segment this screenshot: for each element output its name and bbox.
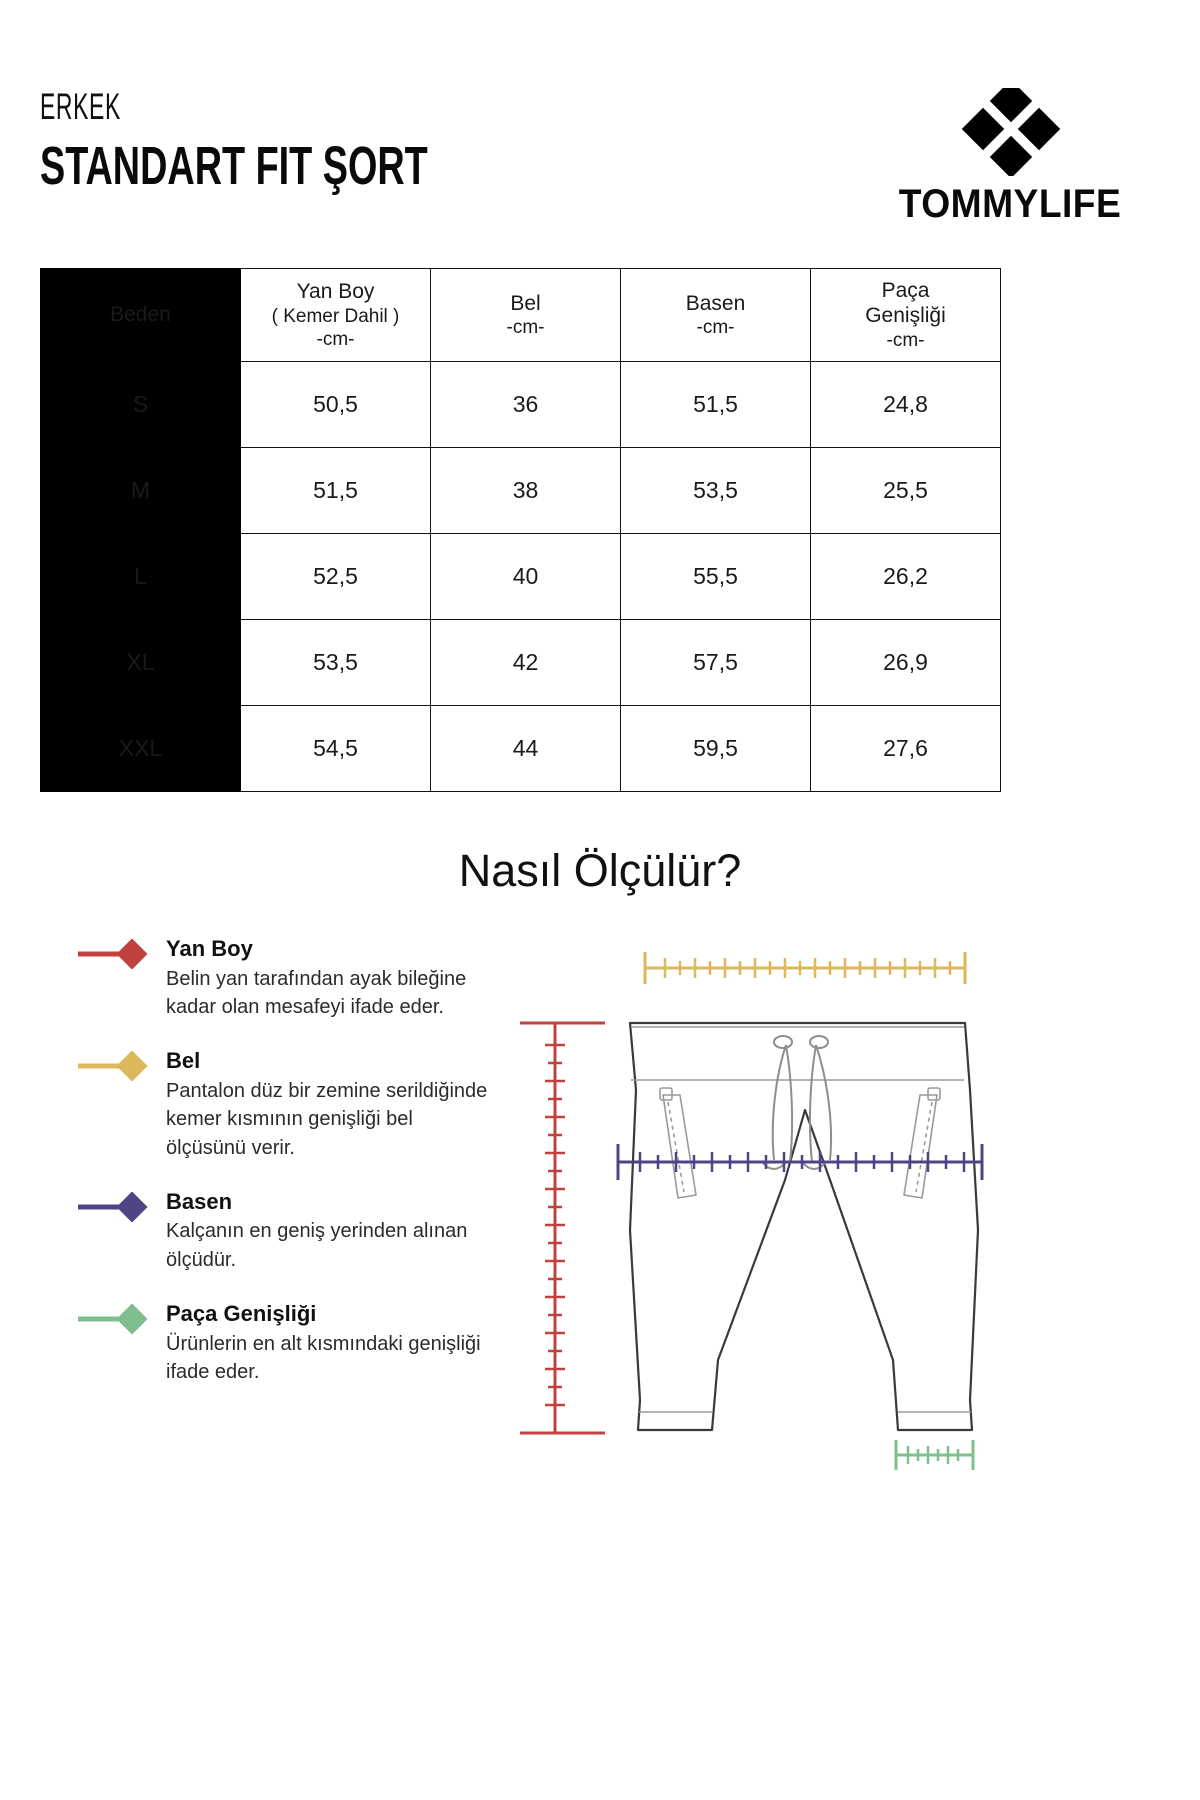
cell-beden: XXL xyxy=(40,705,241,792)
shorts-outline xyxy=(628,1021,980,1432)
how-to-measure-heading: Nasıl Ölçülür? xyxy=(458,845,742,896)
legend-item-basen: Basen Kalçanın en geniş yerinden alınan … xyxy=(75,1188,498,1274)
col-header-yan-boy-sub: ( Kemer Dahil ) xyxy=(271,305,400,327)
cell-bel: 42 xyxy=(430,619,621,706)
col-header-paca-label: Paça xyxy=(881,278,930,302)
cell-beden: XL xyxy=(40,619,241,706)
cell-basen: 53,5 xyxy=(620,447,811,534)
col-header-beden-label: Beden xyxy=(110,303,171,327)
col-header-paca-unit: -cm- xyxy=(886,330,925,352)
col-header-yan-boy-unit: -cm- xyxy=(316,328,355,350)
cell-basen: 51,5 xyxy=(620,361,811,448)
cell-bel: 38 xyxy=(430,447,621,534)
col-header-paca: Paça Genişliği -cm- xyxy=(810,268,1001,362)
table-row: XL 53,5 42 57,5 26,9 xyxy=(40,619,1001,706)
legend-text-bel: Bel Pantalon düz bir zemine serildiğinde… xyxy=(166,1047,498,1162)
table-row: L 52,5 40 55,5 26,2 xyxy=(40,533,1001,620)
legend-desc-bel: Pantalon düz bir zemine serildiğinde kem… xyxy=(166,1079,488,1159)
legend-title-bel: Bel xyxy=(166,1048,201,1074)
cell-basen: 57,5 xyxy=(620,619,811,706)
table-header-row: Beden Yan Boy ( Kemer Dahil ) -cm- Bel -… xyxy=(40,268,1001,362)
legend-title-basen: Basen xyxy=(166,1188,233,1214)
legend-text-basen: Basen Kalçanın en geniş yerinden alınan … xyxy=(166,1188,498,1274)
cell-bel: 44 xyxy=(430,705,621,792)
col-header-yan-boy-label: Yan Boy xyxy=(296,280,375,304)
shorts-technical-drawing xyxy=(500,930,1120,1530)
legend-text-yan-boy: Yan Boy Belin yan tarafından ayak bileği… xyxy=(166,935,498,1021)
page-eyebrow: ERKEK xyxy=(40,86,121,127)
table-row: M 51,5 38 53,5 25,5 xyxy=(40,447,1001,534)
legend-item-yan-boy: Yan Boy Belin yan tarafından ayak bileği… xyxy=(75,935,498,1021)
cell-yan-boy: 54,5 xyxy=(240,705,431,792)
legend-desc-yan-boy: Belin yan tarafından ayak bileğine kadar… xyxy=(166,967,467,1018)
yan-boy-measure-line xyxy=(520,1021,605,1435)
col-header-bel-label: Bel xyxy=(510,291,541,315)
cell-bel: 36 xyxy=(430,361,621,448)
page-header: ERKEK STANDART FIT ŞORT TOMMYLIFE xyxy=(40,79,1160,238)
cell-yan-boy: 50,5 xyxy=(240,361,431,448)
table-row: S 50,5 36 51,5 24,8 xyxy=(40,361,1001,448)
legend-item-paca-genisligi: Paça Genişliği Ürünlerin en alt kısmında… xyxy=(75,1300,498,1386)
cell-paca: 25,5 xyxy=(810,447,1001,534)
cell-yan-boy: 51,5 xyxy=(240,447,431,534)
col-header-basen-unit: -cm- xyxy=(696,317,735,339)
col-header-bel-unit: -cm- xyxy=(506,317,545,339)
cell-paca: 26,9 xyxy=(810,619,1001,706)
col-header-bel: Bel -cm- xyxy=(430,268,621,362)
cell-beden: M xyxy=(40,447,241,534)
cell-basen: 59,5 xyxy=(620,705,811,792)
legend-title-paca-genisligi: Paça Genişliği xyxy=(166,1301,317,1327)
brand-block: TOMMYLIFE xyxy=(860,79,1160,226)
col-header-beden: Beden xyxy=(40,268,241,362)
cell-yan-boy: 52,5 xyxy=(240,533,431,620)
page-title: STANDART FIT ŞORT xyxy=(40,136,428,196)
legend-desc-paca-genisligi: Ürünlerin en alt kısmındaki genişliği if… xyxy=(166,1332,481,1384)
legend-item-bel: Bel Pantalon düz bir zemine serildiğinde… xyxy=(75,1047,498,1162)
shorts-pocket-left xyxy=(659,1087,697,1199)
cell-beden: S xyxy=(40,361,241,448)
cell-paca: 27,6 xyxy=(810,705,1001,792)
col-header-paca-sub: Genişliği xyxy=(865,304,946,328)
four-diamonds-logo-icon xyxy=(946,79,1074,179)
diamond-marker-purple-icon xyxy=(75,1191,150,1223)
cell-yan-boy: 53,5 xyxy=(240,619,431,706)
shorts-drawstring xyxy=(761,1035,833,1170)
legend-desc-basen: Kalçanın en geniş yerinden alınan ölçüdü… xyxy=(166,1220,468,1271)
col-header-basen: Basen -cm- xyxy=(620,268,811,362)
shorts-waistband xyxy=(631,1026,964,1081)
paca-genisligi-measure-line xyxy=(894,1440,975,1470)
cell-paca: 26,2 xyxy=(810,533,1001,620)
size-table: Beden Yan Boy ( Kemer Dahil ) -cm- Bel -… xyxy=(40,268,1001,792)
col-header-yan-boy: Yan Boy ( Kemer Dahil ) -cm- xyxy=(240,268,431,362)
brand-name: TOMMYLIFE xyxy=(898,182,1122,226)
diamond-marker-green-icon xyxy=(75,1303,150,1335)
bel-measure-line xyxy=(643,952,967,984)
diamond-marker-red-icon xyxy=(75,938,150,970)
legend-title-yan-boy: Yan Boy xyxy=(166,936,253,961)
diamond-marker-gold-icon xyxy=(75,1050,150,1082)
cell-basen: 55,5 xyxy=(620,533,811,620)
title-block: ERKEK STANDART FIT ŞORT xyxy=(40,88,594,193)
col-header-basen-label: Basen xyxy=(685,291,746,315)
measurement-legend: Yan Boy Belin yan tarafından ayak bileği… xyxy=(75,935,498,1413)
cell-paca: 24,8 xyxy=(810,361,1001,448)
legend-text-paca-genisligi: Paça Genişliği Ürünlerin en alt kısmında… xyxy=(166,1300,498,1386)
cell-bel: 40 xyxy=(430,533,621,620)
cell-beden: L xyxy=(40,533,241,620)
table-row: XXL 54,5 44 59,5 27,6 xyxy=(40,705,1001,792)
basen-measure-line xyxy=(616,1144,984,1180)
